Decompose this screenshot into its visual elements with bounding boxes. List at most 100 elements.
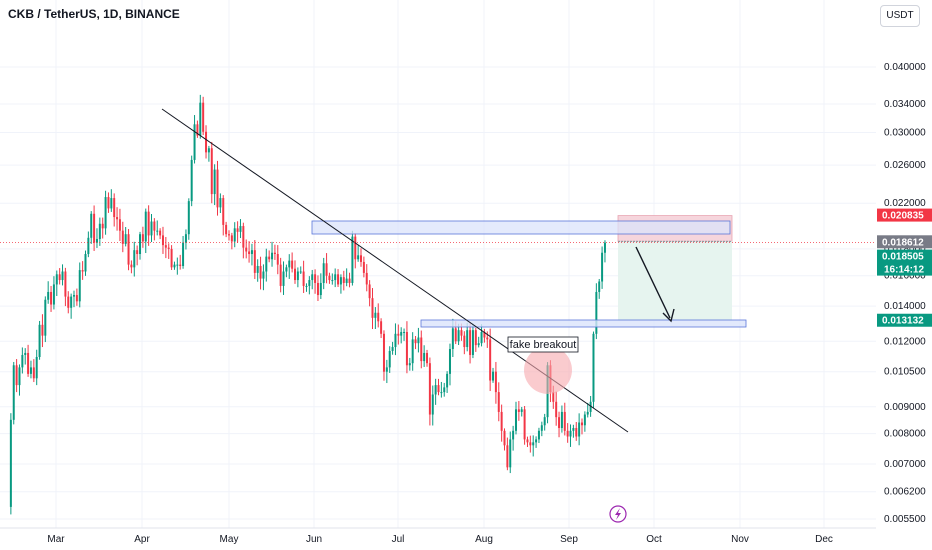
candle-body	[184, 234, 187, 243]
candle-body	[532, 442, 535, 446]
candle-body	[104, 197, 107, 229]
currency-button[interactable]: USDT	[880, 5, 920, 27]
candle-body	[486, 337, 489, 340]
candle-body	[477, 343, 480, 346]
candle-body	[417, 337, 420, 344]
candle-body	[314, 274, 317, 283]
candle-body	[540, 425, 543, 431]
y-tick-label: 0.034000	[884, 99, 926, 110]
candle-body	[483, 331, 486, 338]
candle-body	[161, 235, 164, 246]
candle-body	[368, 284, 371, 299]
projection-arrow-head	[662, 308, 675, 323]
fake-breakout-label-box	[507, 336, 579, 353]
candle-body	[35, 356, 38, 379]
x-tick-label: Mar	[47, 534, 65, 545]
price-label-current	[877, 249, 932, 276]
price-label-target	[877, 313, 932, 327]
profit-target-zone	[618, 241, 732, 321]
candle-body	[153, 221, 156, 231]
candle-body	[44, 299, 47, 336]
candle-body	[603, 242, 606, 253]
y-tick-label: 0.030000	[884, 128, 926, 139]
candle-body	[382, 333, 385, 372]
candle-body	[133, 250, 136, 268]
candle-body	[457, 330, 460, 342]
candle-body	[543, 417, 546, 426]
candle-body	[207, 148, 210, 153]
candle-body	[581, 422, 583, 426]
candle-body	[411, 339, 414, 364]
candle-body	[176, 264, 179, 266]
candle-body	[351, 236, 354, 283]
candle-body	[589, 401, 592, 412]
candle-body	[24, 352, 27, 355]
candle-body	[78, 270, 81, 302]
candle-body	[316, 282, 319, 296]
price-label-text: 0.020835	[882, 211, 924, 222]
time-axis[interactable]: Mar Apr May Jun Jul Aug Sep Oct Nov Dec	[0, 527, 876, 545]
candle-body	[70, 296, 73, 308]
candle-body	[374, 312, 377, 318]
candle-body	[397, 333, 400, 336]
candle-body	[526, 439, 529, 443]
price-label-text: 0.018505	[882, 252, 924, 263]
candle-body	[471, 330, 474, 355]
candle-body	[130, 264, 133, 268]
candle-body	[279, 264, 282, 286]
candle-body	[47, 291, 50, 300]
candle-body	[113, 198, 116, 218]
x-tick-label: May	[220, 534, 239, 545]
candle-body	[124, 234, 127, 244]
x-tick-label: Apr	[134, 534, 150, 545]
candle-body	[494, 371, 497, 393]
x-tick-label: Sep	[560, 534, 578, 545]
candle-body	[334, 274, 337, 281]
candle-body	[179, 264, 182, 266]
y-tick-label: 0.014000	[884, 301, 926, 312]
candle-body	[81, 270, 84, 272]
drawings[interactable]: fake breakout	[0, 108, 876, 523]
candle-body	[572, 428, 575, 431]
candle-body	[118, 219, 121, 231]
candle-body	[239, 226, 242, 232]
candle-body	[322, 263, 325, 283]
candle-body	[489, 339, 492, 381]
candle-body	[446, 373, 449, 388]
candle-body	[342, 277, 345, 283]
x-tick-label: Aug	[475, 534, 493, 545]
candle-body	[339, 277, 342, 285]
candle-body	[431, 394, 434, 415]
candle-body	[202, 102, 205, 132]
x-tick-label: Oct	[646, 534, 662, 545]
y-tick-label: 0.016000	[884, 271, 926, 282]
candle-body	[357, 255, 360, 260]
candle-body	[147, 211, 150, 236]
candle-body	[222, 198, 225, 225]
candle-body	[98, 223, 101, 239]
candle-body	[302, 271, 305, 286]
candle-body	[555, 401, 558, 418]
candle-body	[253, 250, 256, 273]
candle-body	[537, 430, 540, 440]
candle-body	[12, 365, 15, 420]
candle-body	[385, 367, 388, 372]
candle-body	[463, 335, 466, 348]
candle-body	[116, 217, 119, 220]
candle-body	[144, 211, 147, 242]
chart-title: CKB / TetherUS, 1D, BINANCE	[8, 7, 180, 21]
candle-body	[325, 263, 328, 276]
candles	[9, 94, 606, 515]
candle-body	[380, 321, 383, 334]
candle-body	[32, 367, 35, 379]
candle-body	[250, 250, 253, 255]
candle-body	[230, 235, 233, 242]
price-axis[interactable]: 0.040000 0.034000 0.030000 0.026000 0.022000…	[877, 62, 932, 525]
resistance-zone	[311, 220, 731, 235]
candle-body	[121, 230, 124, 244]
candle-body	[414, 339, 417, 344]
candle-body	[259, 265, 262, 279]
candle-body	[182, 242, 185, 266]
candle-body	[420, 337, 423, 362]
